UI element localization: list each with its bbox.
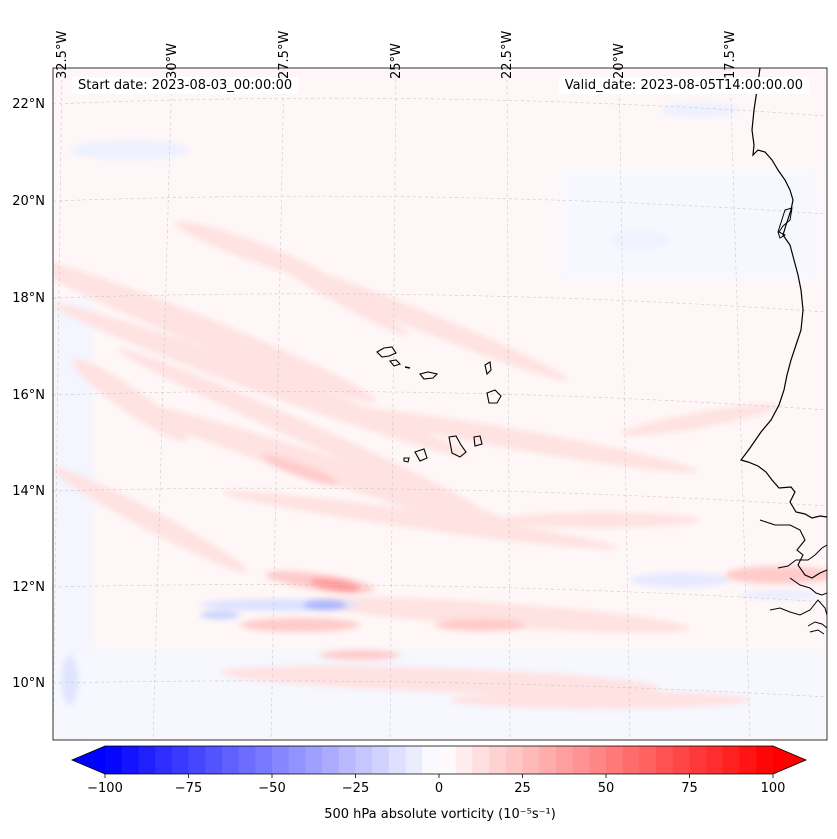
- colorbar-segment: [372, 746, 390, 774]
- colorbar-segment: [656, 746, 674, 774]
- colorbar-segment: [338, 746, 356, 774]
- colorbar-segment: [355, 746, 373, 774]
- colorbar-segment: [589, 746, 607, 774]
- map-frame: [52, 67, 828, 741]
- colorbar-segment: [489, 746, 507, 774]
- colorbar-segment: [171, 746, 189, 774]
- lon-label: 30°W: [165, 43, 180, 79]
- colorbar-segment: [238, 746, 256, 774]
- lon-label: 32.5°W: [55, 30, 70, 79]
- colorbar-segment: [388, 746, 407, 774]
- colorbar-segment: [756, 746, 774, 774]
- colorbar-segment: [472, 746, 490, 774]
- colorbar-tick-label: 0: [434, 781, 444, 796]
- colorbar-segment: [505, 746, 523, 774]
- colorbar-tick-label: −75: [174, 781, 203, 796]
- colorbar-segment: [105, 746, 123, 774]
- colorbar-segment: [422, 746, 440, 774]
- colorbar-segment: [555, 746, 574, 774]
- colorbar-segment: [439, 746, 457, 774]
- colorbar-segment: [606, 746, 624, 774]
- colorbar-segment: [305, 746, 323, 774]
- colorbar-segment: [221, 746, 240, 774]
- colorbar-segments: [105, 746, 774, 774]
- lat-label: 10°N: [12, 676, 45, 691]
- colorbar-tick-label: 75: [681, 781, 698, 796]
- lon-label: 22.5°W: [500, 30, 515, 79]
- colorbar-tick-label: 100: [760, 781, 786, 796]
- lon-label: 27.5°W: [277, 30, 292, 79]
- colorbar-segment: [622, 746, 640, 774]
- colorbar-tick-label: −100: [87, 781, 123, 796]
- colorbar-segment: [255, 746, 273, 774]
- colorbar-segment: [639, 746, 657, 774]
- colorbar-segment: [405, 746, 423, 774]
- lon-label: 20°W: [612, 43, 627, 79]
- cape-verde-islands: [376, 346, 502, 463]
- graticule: [53, 68, 827, 740]
- colorbar-segment: [539, 746, 557, 774]
- colorbar-segment: [121, 746, 139, 774]
- colorbar-segment: [672, 746, 690, 774]
- colorbar-segment: [322, 746, 340, 774]
- colorbar-segment: [689, 746, 707, 774]
- colorbar: [70, 745, 808, 778]
- map-area: [53, 68, 827, 740]
- vorticity-field: [53, 68, 827, 740]
- colorbar-tick-label: 25: [514, 781, 531, 796]
- colorbar-segment: [706, 746, 724, 774]
- africa-coastline: [739, 68, 827, 519]
- lat-label: 18°N: [12, 291, 45, 306]
- lat-label: 20°N: [12, 194, 45, 209]
- valid-date-label: Valid_date: 2023-08-05T14:00:00.00: [558, 77, 809, 94]
- start-date-label: Start date: 2023-08-03_00:00:00: [72, 77, 299, 94]
- lat-label: 22°N: [12, 97, 45, 112]
- colorbar-segment: [288, 746, 306, 774]
- colorbar-segment: [188, 746, 206, 774]
- colorbar-segment: [455, 746, 473, 774]
- colorbar-segment: [739, 746, 757, 774]
- colorbar-tick-label: −50: [258, 781, 286, 796]
- lat-label: 12°N: [12, 580, 45, 595]
- colorbar-max-extension: [773, 746, 806, 774]
- lon-label: 25°W: [389, 43, 404, 79]
- colorbar-segment: [572, 746, 590, 774]
- colorbar-label: 500 hPa absolute vorticity (10⁻⁵s⁻¹): [324, 807, 556, 822]
- colorbar-tick-label: 50: [597, 781, 615, 796]
- colorbar-segment: [205, 746, 223, 774]
- colorbar-segment: [138, 746, 156, 774]
- colorbar-segment: [272, 746, 290, 774]
- colorbar-segment: [722, 746, 741, 774]
- colorbar-min-extension: [72, 746, 105, 774]
- colorbar-segment: [155, 746, 173, 774]
- lon-label: 17.5°W: [723, 30, 738, 79]
- lat-label: 14°N: [12, 484, 45, 499]
- colorbar-tick-label: −25: [341, 781, 370, 796]
- lat-label: 16°N: [12, 388, 45, 403]
- colorbar-segment: [522, 746, 540, 774]
